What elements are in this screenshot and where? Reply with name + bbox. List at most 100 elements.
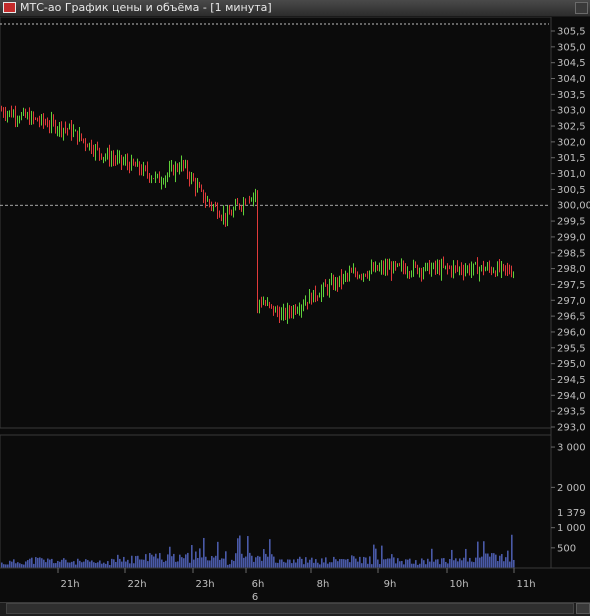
- scroll-right-button[interactable]: [576, 603, 590, 614]
- volume-bar: [123, 556, 125, 568]
- price-tick-label: 294,0: [557, 391, 586, 402]
- volume-bar: [295, 562, 297, 568]
- volume-bar: [423, 560, 425, 568]
- volume-bar: [461, 560, 463, 568]
- time-tick-label: 6h: [252, 579, 265, 590]
- volume-bar: [289, 559, 291, 568]
- volume-tick-label: 1 000: [557, 523, 586, 534]
- volume-bar: [101, 563, 103, 568]
- volume-pane[interactable]: [0, 434, 552, 569]
- volume-bar: [207, 560, 209, 568]
- price-tick-label: 293,0: [557, 423, 586, 434]
- price-tick-label: 300,5: [557, 185, 586, 196]
- price-pane[interactable]: [0, 17, 552, 429]
- time-tick-label: 23h: [195, 579, 214, 590]
- volume-bar: [169, 546, 171, 568]
- price-tick-label: 294,5: [557, 375, 586, 386]
- price-tick-label: 305,5: [557, 27, 586, 38]
- volume-bar: [67, 562, 69, 568]
- time-tick-label: 10h: [449, 579, 468, 590]
- volume-bar: [153, 556, 155, 568]
- volume-bar: [251, 555, 253, 568]
- volume-bar: [419, 563, 421, 568]
- volume-bar: [281, 559, 283, 568]
- price-tick-label: 302,0: [557, 137, 586, 148]
- volume-bar: [483, 541, 485, 568]
- volume-bar: [509, 561, 511, 568]
- volume-bar: [127, 559, 129, 568]
- volume-bar: [479, 557, 481, 568]
- volume-bar: [239, 535, 241, 568]
- volume-bar: [3, 564, 5, 568]
- scrollbar-thumb[interactable]: [6, 603, 574, 614]
- volume-bar: [501, 554, 503, 568]
- volume-bar: [271, 554, 273, 568]
- volume-bar: [291, 563, 293, 568]
- volume-bar: [401, 560, 403, 568]
- volume-bar: [421, 558, 423, 568]
- volume-bar: [355, 558, 357, 568]
- volume-bar: [311, 557, 313, 568]
- volume-bar: [305, 557, 307, 568]
- price-tick-label: 301,0: [557, 169, 586, 180]
- volume-bar: [81, 562, 83, 568]
- volume-bar: [47, 558, 49, 568]
- volume-bar: [191, 545, 193, 568]
- volume-bar: [457, 561, 459, 568]
- volume-bar: [459, 558, 461, 568]
- volume-bar: [343, 559, 345, 568]
- volume-tick-label: 500: [557, 543, 576, 554]
- volume-bar: [495, 554, 497, 568]
- price-tick-label: 298,5: [557, 248, 586, 259]
- volume-bar: [435, 559, 437, 568]
- volume-bar: [445, 561, 447, 568]
- volume-bar: [141, 559, 143, 568]
- price-volume-chart[interactable]: 305,5 305,0 304,5 304,0 303,5 303,0 302,5 302,0…: [0, 17, 590, 602]
- volume-bar: [183, 558, 185, 568]
- volume-bar: [107, 561, 109, 568]
- volume-bar: [441, 558, 443, 568]
- volume-bar: [397, 558, 399, 568]
- volume-bar: [499, 555, 501, 568]
- volume-bar: [273, 556, 275, 568]
- volume-bar: [381, 545, 383, 568]
- window-menu-button[interactable]: [575, 2, 588, 14]
- volume-bar: [267, 556, 269, 568]
- price-tick-label: 305,0: [557, 42, 586, 53]
- volume-bar: [105, 563, 107, 568]
- time-tick-label: 22h: [127, 579, 146, 590]
- volume-bar: [283, 561, 285, 568]
- volume-bar: [95, 562, 97, 568]
- volume-bar: [425, 564, 427, 568]
- volume-bar: [367, 563, 369, 568]
- volume-bar: [235, 553, 237, 568]
- volume-bar: [43, 559, 45, 568]
- volume-bar: [473, 562, 475, 568]
- volume-bar: [69, 562, 71, 568]
- volume-bar: [323, 562, 325, 568]
- volume-bar: [503, 561, 505, 568]
- volume-bar: [203, 537, 205, 568]
- volume-bar: [471, 561, 473, 568]
- volume-bar: [447, 563, 449, 568]
- price-tick-label: 299,5: [557, 217, 586, 228]
- volume-bar: [287, 559, 289, 568]
- volume-bar: [277, 562, 279, 568]
- volume-bar: [345, 559, 347, 568]
- volume-bar: [49, 559, 51, 568]
- volume-bar: [337, 561, 339, 568]
- volume-bar: [255, 557, 257, 568]
- volume-bar: [321, 558, 323, 568]
- volume-bar: [99, 560, 101, 568]
- volume-bar: [253, 561, 255, 568]
- volume-tick-label: 2 000: [557, 483, 586, 494]
- volume-bar: [357, 561, 359, 568]
- volume-bar: [361, 563, 363, 568]
- volume-bar: [171, 556, 173, 568]
- volume-bar: [433, 561, 435, 568]
- price-tick-label: 301,5: [557, 153, 586, 164]
- volume-bar: [13, 559, 15, 568]
- title-bar: МТС-ао График цены и объёма - [1 минута]: [0, 0, 590, 17]
- volume-bar: [25, 561, 27, 568]
- volume-bar: [285, 562, 287, 568]
